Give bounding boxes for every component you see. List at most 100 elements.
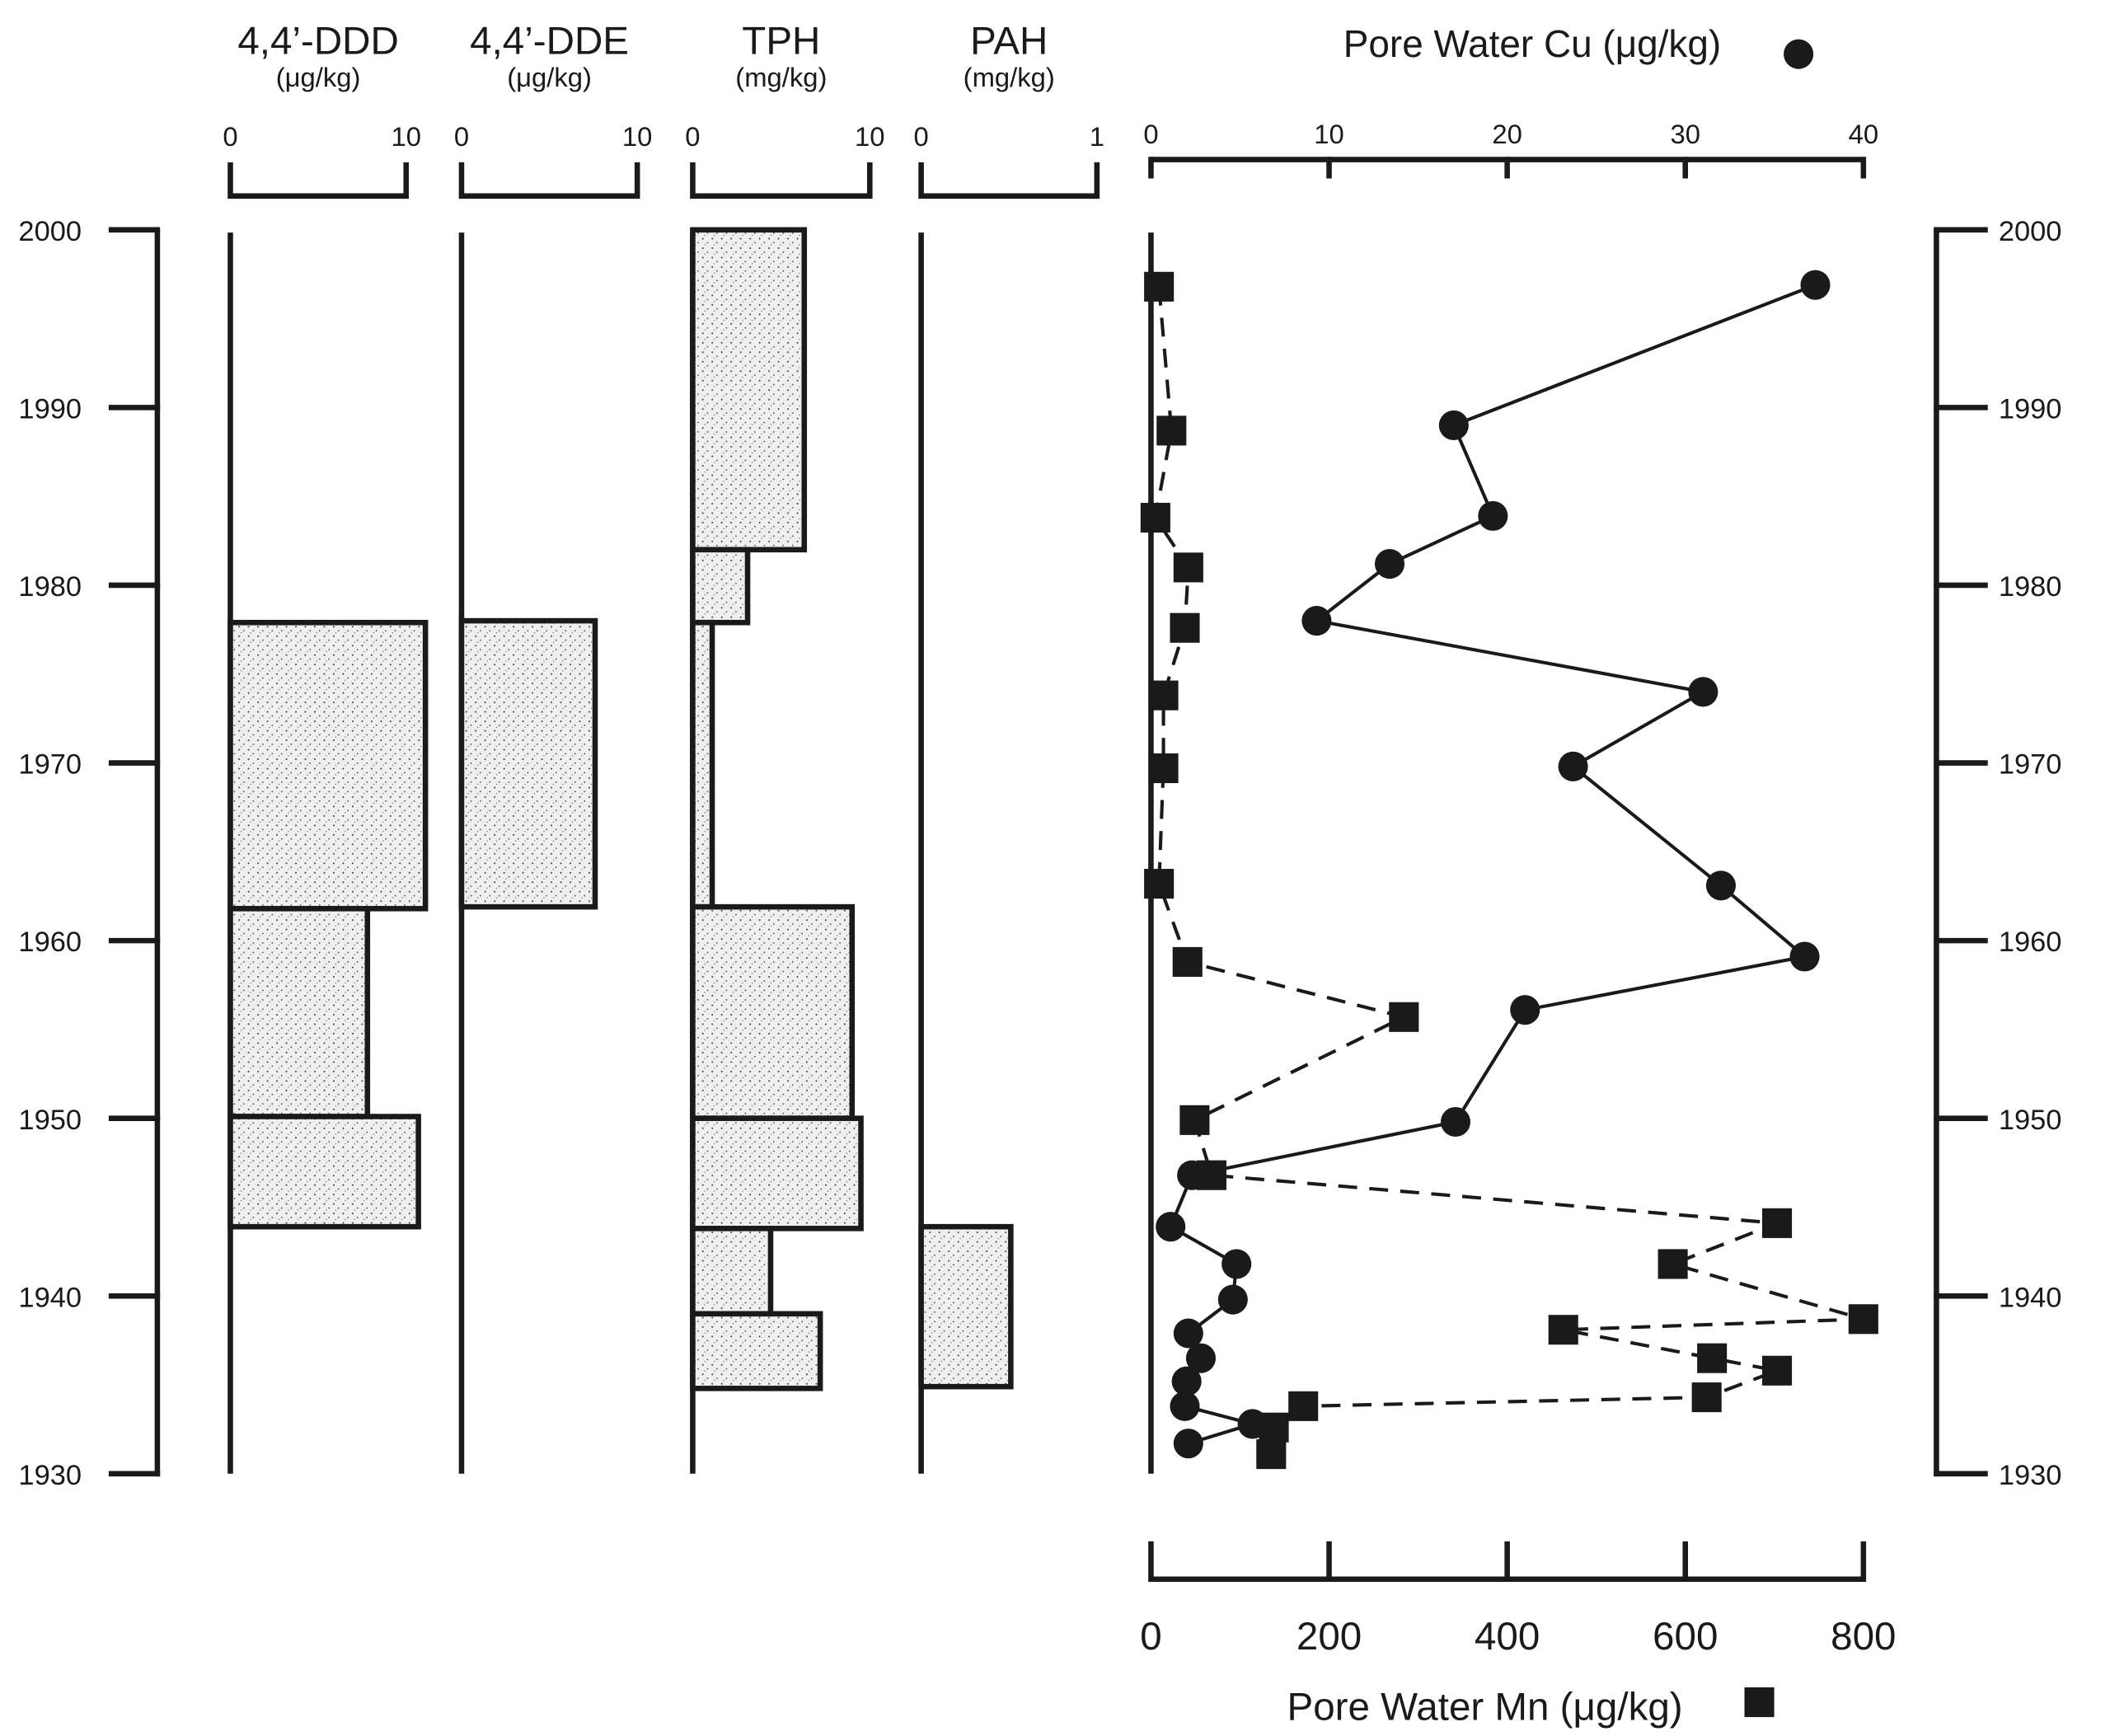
cu-axis-tick-label: 40 <box>1849 119 1878 149</box>
right-year-tick-label: 1980 <box>1999 571 2062 603</box>
cu-data-point-circle <box>1705 870 1736 901</box>
left-year-tick-label: 1960 <box>18 927 82 958</box>
cu-data-point-circle <box>1478 500 1508 531</box>
mn-series-line <box>1153 286 1864 1455</box>
cu-data-point-circle <box>1800 270 1831 300</box>
cu-data-point-circle <box>1217 1284 1248 1315</box>
mn-data-point-square <box>1173 552 1203 583</box>
cu-series-line <box>1168 283 1817 1446</box>
panel-title: PAH <box>970 20 1048 63</box>
panel-scale-bracket <box>690 162 873 199</box>
bar-TPH <box>690 1226 774 1317</box>
bar-TPH <box>690 227 808 553</box>
mn-data-point-square <box>1140 503 1170 533</box>
cu-data-point-circle <box>1789 941 1820 972</box>
right-year-tick-label: 1940 <box>1999 1282 2062 1313</box>
bar-TPH <box>690 1311 823 1391</box>
panel-tick-label: 10 <box>391 121 420 152</box>
cu-axis-tick-label: 30 <box>1670 119 1700 149</box>
cu-axis-tick-label: 20 <box>1492 119 1522 149</box>
bar-TPH <box>690 903 856 1121</box>
mn-axis-tick-label: 800 <box>1831 1615 1896 1659</box>
left-year-tick-label: 1990 <box>18 394 82 425</box>
left-year-tick-label: 1940 <box>18 1282 82 1313</box>
cu-data-point-circle <box>1170 1391 1200 1421</box>
bar-TPH <box>690 1115 864 1232</box>
right-year-tick-label: 2000 <box>1999 216 2062 247</box>
right-year-tick-label: 1950 <box>1999 1105 2062 1136</box>
cu-data-point-circle <box>1374 549 1405 579</box>
cu-data-point-circle <box>1510 995 1540 1025</box>
panel-unit: (mg/kg) <box>735 62 827 92</box>
left-year-tick-label: 1950 <box>18 1105 82 1136</box>
panel-scale-bracket <box>918 162 1100 199</box>
cu-data-point-circle <box>1301 606 1332 636</box>
mn-data-point-square <box>1761 1355 1793 1386</box>
cu-data-point-circle <box>1177 1160 1207 1190</box>
cu-axis-tick-label: 0 <box>1143 119 1158 149</box>
mn-data-point-square <box>1761 1208 1793 1238</box>
mn-data-point-square <box>1256 1439 1287 1470</box>
cu-axis-tick-label: 10 <box>1314 119 1343 149</box>
left-year-tick-label: 2000 <box>18 216 82 247</box>
right-year-tick-label: 1960 <box>1999 927 2062 958</box>
panel-tick-label: 0 <box>685 121 700 152</box>
cu-data-point-circle <box>1237 1409 1268 1439</box>
cu-data-point-circle <box>1558 751 1588 781</box>
bar-4,4'-DDD <box>227 619 429 912</box>
panel-unit: (mg/kg) <box>964 62 1055 92</box>
panel-tick-label: 10 <box>855 121 884 152</box>
mn-data-point-square <box>1691 1382 1722 1413</box>
panel-unit: (μg/kg) <box>276 62 361 92</box>
mn-data-point-square <box>1697 1343 1728 1373</box>
cu-legend-circle-marker <box>1784 39 1814 69</box>
mn-axis-title: Pore Water Mn (μg/kg) <box>1287 1685 1683 1729</box>
panel-title: 4,4’-DDE <box>470 20 629 63</box>
mn-data-point-square <box>1658 1249 1688 1279</box>
panel-tick-label: 10 <box>622 121 652 152</box>
cu-data-point-circle <box>1156 1212 1186 1242</box>
left-year-tick-label: 1970 <box>18 749 82 781</box>
bar-4,4'-DDE <box>458 617 598 910</box>
panel-unit: (μg/kg) <box>507 62 592 92</box>
left-year-tick-label: 1980 <box>18 571 82 603</box>
cu-data-point-circle <box>1185 1343 1217 1373</box>
mn-axis-tick-label: 200 <box>1296 1615 1362 1659</box>
mn-data-point-square <box>1144 869 1175 899</box>
panel-title: 4,4’-DDD <box>237 20 399 63</box>
bar-TPH <box>690 619 715 910</box>
panel-tick-label: 0 <box>913 121 928 152</box>
mn-data-point-square <box>1172 946 1203 978</box>
panel-title: TPH <box>742 20 820 63</box>
mn-data-point-square <box>1156 415 1187 446</box>
mn-axis-tick-label: 400 <box>1475 1615 1540 1659</box>
cu-data-point-circle <box>1173 1429 1203 1459</box>
bar-PAH <box>918 1223 1014 1390</box>
left-year-tick-label: 1930 <box>18 1460 82 1491</box>
panel-tick-label: 0 <box>454 121 469 152</box>
mn-data-point-square <box>1148 753 1179 784</box>
panel-scale-bracket <box>227 162 409 199</box>
bar-4,4'-DDD <box>227 1114 421 1230</box>
cu-data-point-circle <box>1171 1366 1202 1396</box>
mn-axis-tick-label: 0 <box>1140 1615 1161 1659</box>
mn-data-point-square <box>1144 271 1175 302</box>
mn-axis-tick-label: 600 <box>1653 1615 1718 1659</box>
cu-data-point-circle <box>1438 410 1469 440</box>
mn-data-point-square <box>1179 1105 1210 1135</box>
mn-data-point-square <box>1288 1391 1319 1421</box>
mn-data-point-square <box>1548 1315 1578 1345</box>
cu-data-point-circle <box>1173 1318 1203 1349</box>
cu-data-point-circle <box>1688 677 1718 707</box>
right-year-tick-label: 1970 <box>1999 749 2062 781</box>
right-year-tick-label: 1930 <box>1999 1460 2062 1491</box>
bar-4,4'-DDD <box>227 906 371 1119</box>
mn-data-point-square <box>1148 680 1179 711</box>
cu-data-point-circle <box>1440 1106 1471 1138</box>
panel-tick-label: 1 <box>1090 121 1104 152</box>
mn-data-point-square <box>1170 612 1200 643</box>
cu-axis-title: Pore Water Cu (μg/kg) <box>1343 22 1721 65</box>
panel-scale-bracket <box>458 162 640 199</box>
